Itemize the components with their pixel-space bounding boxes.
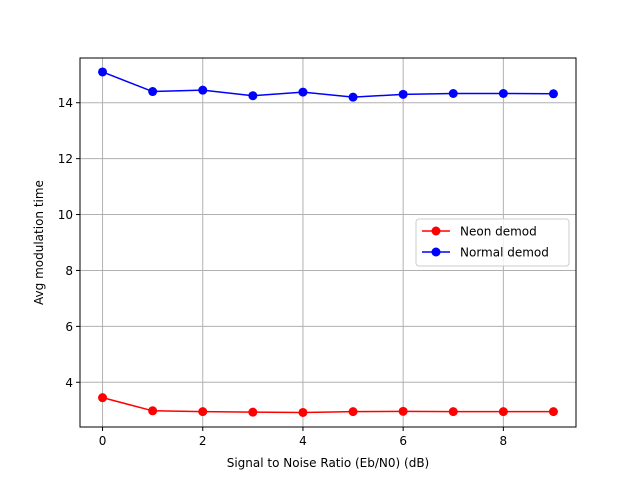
legend: Neon demod Normal demod: [415, 218, 570, 267]
y-tick-label: 8: [65, 264, 73, 278]
data-point-normal-demod: [248, 91, 258, 101]
data-point-normal-demod: [198, 85, 208, 95]
x-tick-label: 0: [99, 434, 107, 448]
data-point-normal-demod: [498, 89, 508, 99]
y-tick-label: 4: [65, 376, 73, 390]
data-point-normal-demod: [148, 87, 158, 97]
series-normal-demod: [98, 67, 558, 102]
y-tick-label: 14: [58, 96, 73, 110]
y-axis-label: Avg modulation time: [32, 180, 46, 305]
data-point-normal-demod: [98, 67, 108, 77]
legend-label-neon-demod: Neon demod: [460, 225, 537, 239]
data-point-neon-demod: [248, 407, 258, 417]
y-tick-label: 12: [58, 152, 73, 166]
data-point-neon-demod: [548, 407, 558, 417]
axis-ticks: 0 2 4 6 8 4 6 8 10 12 14: [58, 96, 507, 448]
data-point-neon-demod: [498, 407, 508, 417]
series-layer: [98, 67, 558, 417]
data-point-normal-demod: [448, 89, 458, 99]
data-point-normal-demod: [398, 89, 408, 99]
data-point-normal-demod: [348, 92, 358, 102]
data-point-neon-demod: [98, 393, 108, 403]
data-point-neon-demod: [298, 407, 308, 417]
legend-box: [415, 218, 570, 267]
legend-marker-normal-demod: [431, 247, 441, 257]
x-axis-label: Signal to Noise Ratio (Eb/N0) (dB): [227, 456, 430, 470]
y-tick-label: 10: [58, 208, 73, 222]
series-line-neon-demod: [102, 396, 554, 414]
data-point-neon-demod: [398, 406, 408, 416]
data-point-normal-demod: [298, 87, 308, 97]
data-point-neon-demod: [198, 407, 208, 417]
plot-area-frame: [79, 57, 577, 428]
y-tick-label: 6: [65, 320, 73, 334]
legend-label-normal-demod: Normal demod: [460, 246, 549, 260]
data-point-normal-demod: [548, 89, 558, 99]
x-tick-label: 4: [299, 434, 307, 448]
series-neon-demod: [98, 393, 558, 417]
data-point-neon-demod: [448, 407, 458, 417]
data-point-neon-demod: [148, 406, 158, 416]
x-tick-label: 6: [399, 434, 407, 448]
series-line-normal-demod: [102, 71, 554, 98]
data-point-neon-demod: [348, 407, 358, 417]
x-tick-label: 8: [500, 434, 508, 448]
x-tick-label: 2: [199, 434, 207, 448]
legend-marker-neon-demod: [431, 226, 441, 236]
